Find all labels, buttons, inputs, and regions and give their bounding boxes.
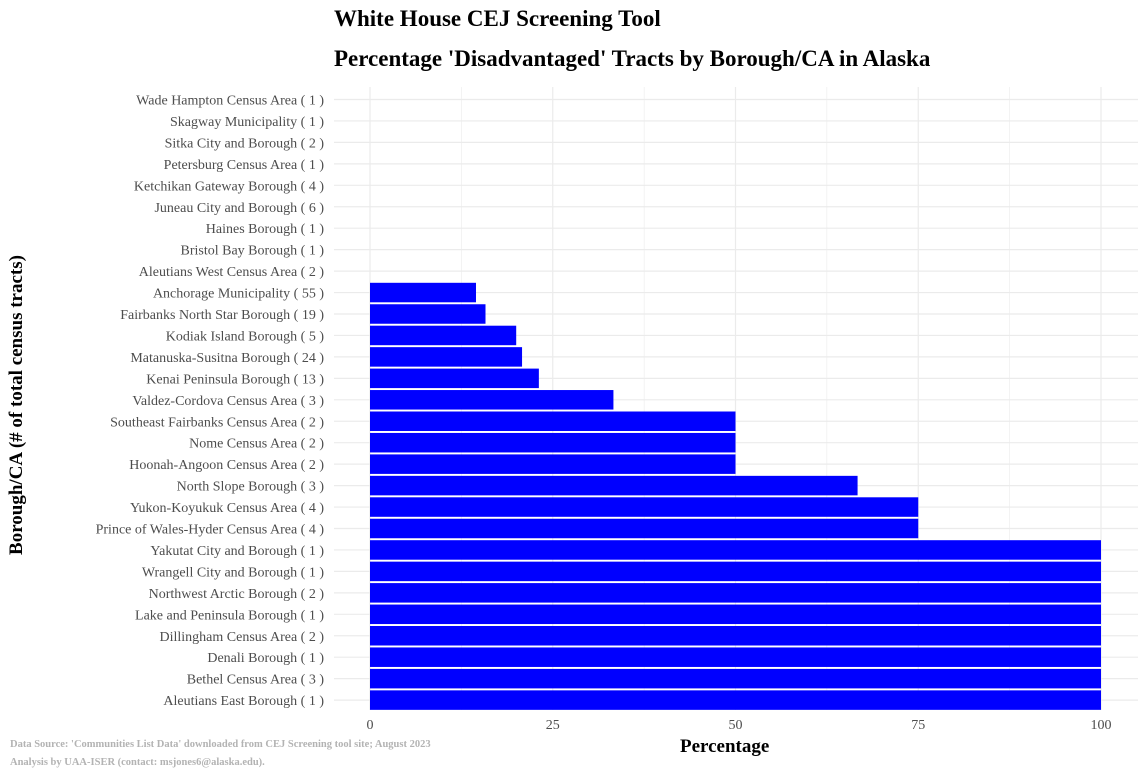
x-tick-label: 0 bbox=[367, 718, 374, 733]
x-tick-label: 75 bbox=[911, 718, 925, 733]
bar bbox=[370, 497, 919, 517]
y-tick-label: Juneau City and Borough ( 6 ) bbox=[154, 201, 324, 216]
bar bbox=[370, 454, 736, 474]
y-tick-label: Haines Borough ( 1 ) bbox=[206, 222, 325, 237]
y-tick-label: Wade Hampton Census Area ( 1 ) bbox=[136, 94, 324, 109]
y-tick-label: Denali Borough ( 1 ) bbox=[207, 651, 324, 666]
y-tick-label: Kodiak Island Borough ( 5 ) bbox=[166, 329, 325, 344]
analysis-credit-note: Analysis by UAA-ISER (contact: msjones6@… bbox=[10, 757, 265, 768]
y-tick-label: Hoonah-Angoon Census Area ( 2 ) bbox=[129, 458, 324, 473]
y-tick-label: Wrangell City and Borough ( 1 ) bbox=[142, 565, 325, 580]
bar bbox=[370, 540, 1101, 560]
y-tick-label: Dillingham Census Area ( 2 ) bbox=[160, 630, 325, 645]
bar bbox=[370, 325, 517, 346]
bar bbox=[370, 411, 736, 431]
y-tick-label: Southeast Fairbanks Census Area ( 2 ) bbox=[110, 415, 324, 430]
bar bbox=[370, 282, 476, 303]
bar bbox=[370, 368, 539, 389]
y-tick-label: Northwest Arctic Borough ( 2 ) bbox=[149, 587, 325, 602]
y-tick-label: Bethel Census Area ( 3 ) bbox=[187, 673, 325, 688]
x-tick-label: 100 bbox=[1091, 718, 1112, 733]
y-tick-label: Skagway Municipality ( 1 ) bbox=[170, 115, 324, 130]
y-tick-label: Lake and Peninsula Borough ( 1 ) bbox=[135, 608, 324, 623]
y-tick-label: Petersburg Census Area ( 1 ) bbox=[164, 158, 325, 173]
y-tick-label: Anchorage Municipality ( 55 ) bbox=[153, 287, 324, 302]
chart-title: White House CEJ Screening Tool bbox=[334, 6, 661, 31]
y-axis-title: Borough/CA (# of total census tracts) bbox=[6, 255, 27, 555]
y-tick-label: Nome Census Area ( 2 ) bbox=[189, 437, 324, 452]
bar bbox=[370, 626, 1101, 646]
y-tick-label: Prince of Wales-Hyder Census Area ( 4 ) bbox=[96, 523, 325, 538]
x-tick-label: 25 bbox=[546, 718, 560, 733]
x-tick-label: 50 bbox=[729, 718, 743, 733]
y-tick-label: Yukon-Koyukuk Census Area ( 4 ) bbox=[130, 501, 324, 516]
y-tick-label: Aleutians West Census Area ( 2 ) bbox=[139, 265, 325, 280]
bar bbox=[370, 432, 736, 453]
y-tick-label: Ketchikan Gateway Borough ( 4 ) bbox=[134, 179, 324, 194]
bar bbox=[370, 647, 1101, 667]
y-tick-label: Bristol Bay Borough ( 1 ) bbox=[181, 244, 325, 259]
chart-subtitle: Percentage 'Disadvantaged' Tracts by Bor… bbox=[334, 46, 931, 71]
y-tick-label: Valdez-Cordova Census Area ( 3 ) bbox=[132, 394, 324, 409]
x-axis-title: Percentage bbox=[680, 736, 770, 757]
bar bbox=[370, 604, 1101, 625]
bar bbox=[370, 390, 614, 410]
y-tick-label: Aleutians East Borough ( 1 ) bbox=[163, 694, 324, 709]
bar bbox=[370, 583, 1101, 603]
y-tick-label: Fairbanks North Star Borough ( 19 ) bbox=[120, 308, 324, 323]
y-tick-label: North Slope Borough ( 3 ) bbox=[177, 480, 325, 495]
bar bbox=[370, 561, 1101, 582]
y-axis-title-wrap: Borough/CA (# of total census tracts) bbox=[2, 100, 32, 710]
y-tick-label: Kenai Peninsula Borough ( 13 ) bbox=[146, 372, 324, 387]
y-tick-label: Sitka City and Borough ( 2 ) bbox=[165, 136, 325, 151]
bar bbox=[370, 347, 523, 367]
y-tick-label: Yakutat City and Borough ( 1 ) bbox=[150, 544, 324, 559]
bar bbox=[370, 518, 919, 539]
bar bbox=[370, 690, 1101, 710]
bar bbox=[370, 304, 486, 324]
data-source-note: Data Source: 'Communities List Data' dow… bbox=[10, 739, 431, 750]
bar bbox=[370, 668, 1101, 689]
y-tick-label: Matanuska-Susitna Borough ( 24 ) bbox=[130, 351, 324, 366]
bar bbox=[370, 475, 858, 496]
